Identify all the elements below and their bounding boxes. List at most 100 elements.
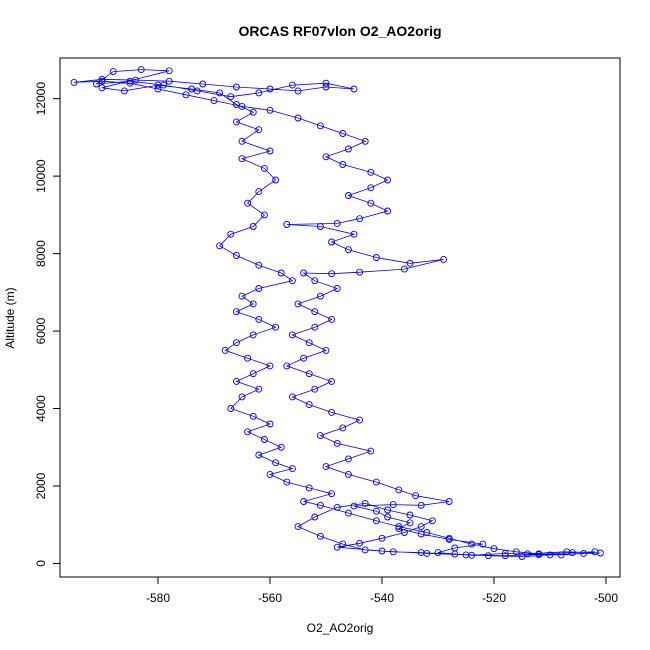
data-point (277, 443, 285, 451)
data-point (524, 550, 532, 558)
data-point (126, 77, 134, 85)
data-point (260, 164, 268, 172)
data-point (244, 354, 252, 362)
data-point (423, 529, 431, 536)
data-point (344, 509, 352, 517)
data-point (232, 83, 240, 91)
data-point (451, 550, 459, 558)
data-point (305, 401, 313, 409)
data-point (154, 81, 162, 89)
data-point (249, 412, 257, 420)
data-point (316, 292, 324, 300)
data-point (389, 501, 397, 509)
data-point (305, 339, 313, 347)
data-point (98, 77, 106, 85)
data-point (372, 507, 380, 515)
data-point (294, 300, 302, 308)
data-point (400, 529, 408, 536)
data-point (288, 393, 296, 401)
data-point (216, 89, 224, 97)
data-point (199, 80, 207, 88)
data-point (210, 97, 218, 105)
data-point (350, 230, 358, 238)
data-point (356, 268, 364, 276)
data-point (406, 511, 414, 519)
series-layer (70, 66, 604, 560)
data-point (283, 221, 291, 228)
data-point (333, 219, 341, 227)
data-point (339, 424, 347, 432)
data-point (557, 551, 565, 559)
data-point (137, 66, 145, 74)
data-point (216, 242, 224, 250)
data-point (311, 385, 319, 393)
data-point (395, 525, 403, 533)
data-point (109, 68, 117, 76)
data-point (372, 478, 380, 486)
data-point (395, 523, 403, 531)
data-point (361, 546, 369, 554)
data-point (288, 277, 296, 285)
data-point (305, 484, 313, 492)
data-point (232, 118, 240, 126)
data-point (344, 246, 352, 254)
y-tick-label: 4000 (34, 395, 48, 422)
data-point (255, 261, 263, 269)
data-point (518, 553, 526, 560)
data-point (333, 285, 341, 292)
data-point (311, 323, 319, 331)
x-axis: -580 -560 -540 -520 -500 (146, 576, 618, 605)
data-point (165, 77, 173, 85)
data-point (260, 211, 268, 219)
data-point (328, 270, 336, 278)
y-tick-label: 0 (34, 560, 48, 567)
data-point (300, 269, 308, 277)
data-point (238, 393, 246, 401)
data-point (367, 184, 375, 192)
data-point (501, 549, 509, 557)
data-point (316, 432, 324, 440)
data-point (232, 339, 240, 347)
data-point (188, 85, 196, 93)
data-point (255, 126, 263, 134)
data-point (221, 346, 229, 354)
data-point (512, 548, 520, 556)
data-point (311, 308, 319, 316)
series-line (73, 69, 601, 557)
data-point (305, 370, 313, 378)
data-point (98, 75, 106, 83)
data-point (238, 137, 246, 145)
data-point (227, 93, 235, 101)
data-point (92, 80, 100, 88)
data-point (288, 465, 296, 473)
data-point (255, 385, 263, 393)
data-point (249, 300, 257, 308)
data-point (255, 451, 263, 459)
data-point (367, 447, 375, 455)
data-point (266, 106, 274, 114)
data-point (244, 428, 252, 436)
data-point (361, 137, 369, 145)
data-point (406, 519, 414, 527)
data-point (367, 168, 375, 176)
data-point (378, 534, 386, 542)
data-point (378, 547, 386, 555)
data-point (389, 548, 397, 556)
data-point (311, 513, 319, 521)
data-point (361, 499, 369, 507)
data-point (255, 285, 263, 292)
data-point (249, 223, 257, 230)
data-point (266, 470, 274, 478)
data-point (434, 549, 442, 557)
data-point (428, 517, 436, 525)
data-point (423, 549, 431, 557)
data-point (350, 85, 358, 93)
y-tick-label: 10000 (34, 159, 48, 193)
data-point (316, 122, 324, 130)
data-point (294, 87, 302, 95)
data-point (266, 147, 274, 155)
data-point (501, 552, 509, 560)
data-point (344, 145, 352, 153)
data-point (333, 543, 341, 551)
data-point (311, 277, 319, 285)
